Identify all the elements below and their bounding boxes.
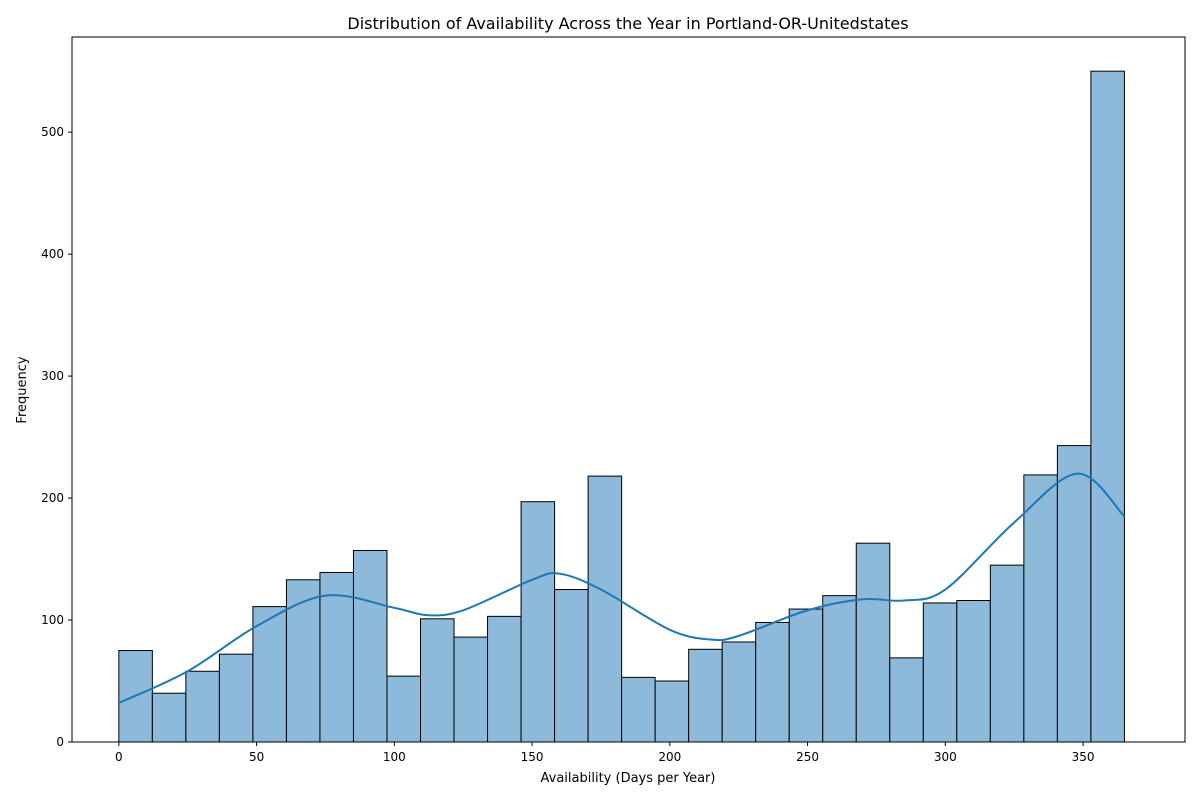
histogram-bar xyxy=(487,615,522,743)
histogram-bar xyxy=(151,692,187,743)
histogram-bar xyxy=(386,675,422,743)
histogram-bar xyxy=(755,621,790,743)
histogram-bar xyxy=(688,648,723,743)
histogram-bar xyxy=(352,550,388,743)
histogram-bar xyxy=(185,670,220,743)
histogram-bar xyxy=(721,641,757,743)
histogram-bar xyxy=(1090,70,1125,743)
histogram-bar xyxy=(252,606,287,743)
histogram-bar xyxy=(788,608,824,743)
x-tick-label: 200 xyxy=(658,750,681,764)
histogram-bar xyxy=(889,657,924,743)
y-axis-label: Frequency xyxy=(15,356,30,423)
x-tick-label: 250 xyxy=(796,750,819,764)
histogram-bar xyxy=(285,579,321,743)
histogram-bar xyxy=(520,501,556,743)
histogram-bar xyxy=(420,618,455,743)
x-axis-ticks: 0 50 100 150 200 250 300 350 xyxy=(115,742,1095,764)
y-tick-label: 200 xyxy=(41,491,64,505)
x-tick-label: 50 xyxy=(249,750,264,764)
histogram-bar xyxy=(989,564,1025,743)
y-tick-label: 100 xyxy=(41,613,64,627)
y-tick-label: 500 xyxy=(41,125,64,139)
histogram-bar xyxy=(922,602,958,743)
x-tick-label: 0 xyxy=(115,750,123,764)
y-tick-label: 400 xyxy=(41,247,64,261)
x-tick-label: 150 xyxy=(521,750,544,764)
histogram-bar xyxy=(1023,474,1058,743)
chart-title: Distribution of Availability Across the … xyxy=(347,14,908,33)
histogram-bar xyxy=(956,600,991,743)
histogram-bar xyxy=(822,595,857,743)
x-tick-label: 100 xyxy=(383,750,406,764)
histogram-bar xyxy=(621,676,656,743)
x-tick-label: 350 xyxy=(1072,750,1095,764)
plot-frame xyxy=(71,36,1186,743)
histogram-bar xyxy=(554,589,589,743)
x-tick-label: 300 xyxy=(934,750,957,764)
y-tick-label: 300 xyxy=(41,369,64,383)
histogram-bar xyxy=(855,542,891,743)
y-tick-label: 0 xyxy=(56,735,64,749)
kde-group xyxy=(118,472,1126,704)
histogram-bar xyxy=(587,475,623,743)
y-axis-ticks: 0 100 200 300 400 500 xyxy=(41,125,72,749)
histogram-bar xyxy=(654,680,690,743)
histogram-bar xyxy=(453,636,489,743)
kde-line xyxy=(118,472,1126,704)
bars-group xyxy=(118,70,1125,743)
histogram-bar xyxy=(1056,445,1092,743)
x-axis-label: Availability (Days per Year) xyxy=(541,771,716,786)
histogram-bar xyxy=(319,571,354,743)
histogram-bar xyxy=(218,653,254,743)
